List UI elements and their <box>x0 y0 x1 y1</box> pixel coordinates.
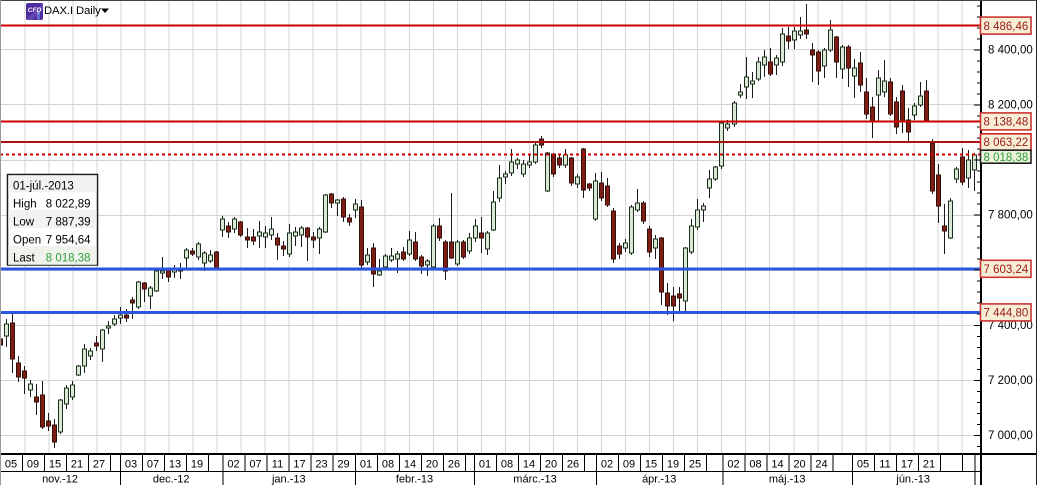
svg-text:29: 29 <box>337 459 349 471</box>
svg-text:8 200,00: 8 200,00 <box>988 100 1033 112</box>
svg-text:05: 05 <box>5 459 17 471</box>
svg-text:08: 08 <box>501 459 513 471</box>
svg-text:19: 19 <box>667 459 679 471</box>
svg-text:21: 21 <box>71 459 83 471</box>
svg-text:8 018,38: 8 018,38 <box>46 253 91 265</box>
svg-text:máj.-13: máj.-13 <box>769 474 806 486</box>
svg-text:05: 05 <box>857 459 869 471</box>
svg-text:7 887,39: 7 887,39 <box>46 217 91 229</box>
svg-text:13: 13 <box>169 459 181 471</box>
svg-text:nov.-12: nov.-12 <box>42 474 78 486</box>
svg-text:24: 24 <box>815 459 827 471</box>
svg-text:i: i <box>37 11 40 22</box>
svg-text:dec.-12: dec.-12 <box>153 474 190 486</box>
svg-text:09: 09 <box>623 459 635 471</box>
svg-text:08: 08 <box>749 459 761 471</box>
svg-text:DAX.I Daily: DAX.I Daily <box>44 5 101 17</box>
svg-text:11: 11 <box>272 459 283 471</box>
svg-text:23: 23 <box>315 459 327 471</box>
svg-text:7 800,00: 7 800,00 <box>988 210 1033 222</box>
svg-text:8 486,46: 8 486,46 <box>984 21 1029 33</box>
svg-text:7 000,00: 7 000,00 <box>988 430 1033 442</box>
svg-text:8 022,89: 8 022,89 <box>46 199 91 211</box>
svg-text:07: 07 <box>147 459 159 471</box>
svg-text:20: 20 <box>545 459 557 471</box>
svg-text:jan.-13: jan.-13 <box>271 474 306 486</box>
svg-text:03: 03 <box>125 459 137 471</box>
svg-text:márc.-13: márc.-13 <box>513 474 556 486</box>
svg-text:01-júl.-2013: 01-júl.-2013 <box>13 181 74 193</box>
svg-text:14: 14 <box>771 459 783 471</box>
svg-text:09: 09 <box>27 459 39 471</box>
svg-text:7 444,80: 7 444,80 <box>984 308 1029 320</box>
svg-text:25: 25 <box>689 459 701 471</box>
svg-text:11: 11 <box>879 459 890 471</box>
svg-text:02: 02 <box>727 459 739 471</box>
svg-text:01: 01 <box>360 459 372 471</box>
svg-text:8 138,48: 8 138,48 <box>984 117 1029 129</box>
svg-text:27: 27 <box>93 459 105 471</box>
svg-text:15: 15 <box>645 459 657 471</box>
svg-text:ápr.-13: ápr.-13 <box>642 474 676 486</box>
svg-text:02: 02 <box>227 459 239 471</box>
svg-text:CFD: CFD <box>28 7 42 14</box>
svg-text:Last: Last <box>13 253 36 265</box>
svg-text:7 200,00: 7 200,00 <box>988 375 1033 387</box>
svg-text:7 400,00: 7 400,00 <box>988 320 1033 332</box>
svg-text:02: 02 <box>601 459 613 471</box>
svg-text:7 603,24: 7 603,24 <box>984 264 1029 276</box>
svg-text:08: 08 <box>382 459 394 471</box>
svg-text:01: 01 <box>479 459 491 471</box>
svg-text:20: 20 <box>793 459 805 471</box>
svg-text:17: 17 <box>901 459 913 471</box>
svg-text:20: 20 <box>426 459 438 471</box>
svg-text:26: 26 <box>567 459 579 471</box>
svg-text:jún.-13: jún.-13 <box>895 474 930 486</box>
svg-text:14: 14 <box>523 459 535 471</box>
svg-text:07: 07 <box>249 459 261 471</box>
svg-text:26: 26 <box>448 459 460 471</box>
svg-text:17: 17 <box>293 459 305 471</box>
svg-text:febr.-13: febr.-13 <box>396 474 433 486</box>
svg-text:14: 14 <box>404 459 416 471</box>
svg-text:21: 21 <box>923 459 935 471</box>
svg-text:15: 15 <box>49 459 61 471</box>
svg-text:8 018,38: 8 018,38 <box>984 152 1029 164</box>
svg-text:Low: Low <box>13 217 35 229</box>
svg-text:19: 19 <box>191 459 203 471</box>
svg-text:8 400,00: 8 400,00 <box>988 44 1033 56</box>
svg-text:7 954,64: 7 954,64 <box>46 235 91 247</box>
svg-text:8 063,22: 8 063,22 <box>984 137 1029 149</box>
svg-text:Open: Open <box>13 235 41 247</box>
svg-text:High: High <box>13 199 37 211</box>
